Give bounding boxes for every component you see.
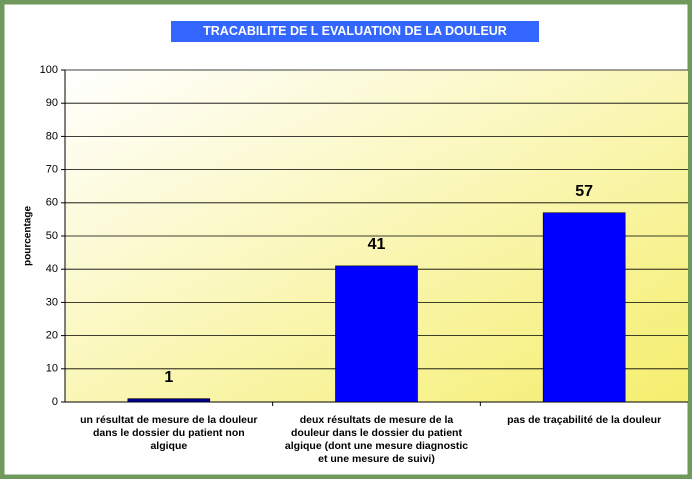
x-tick-label: deux résultats de mesure de la douleur d… bbox=[284, 414, 469, 465]
data-label: 1 bbox=[164, 369, 173, 386]
y-tick-label: 60 bbox=[46, 197, 58, 209]
x-tick-label: un résultat de mesure de la douleur dans… bbox=[80, 414, 258, 452]
y-tick-label: 90 bbox=[46, 97, 58, 109]
y-tick-label: 70 bbox=[46, 164, 58, 176]
data-label: 41 bbox=[368, 236, 386, 253]
data-label: 57 bbox=[575, 183, 593, 200]
bar bbox=[335, 265, 418, 403]
y-tick-label: 100 bbox=[40, 64, 58, 76]
y-tick-label: 30 bbox=[46, 296, 58, 308]
y-tick-label: 10 bbox=[46, 363, 58, 375]
y-axis-label: pourcentage bbox=[23, 206, 34, 266]
chart-title: TRACABILITE DE L EVALUATION DE LA DOULEU… bbox=[171, 21, 539, 42]
y-tick-label: 80 bbox=[46, 130, 58, 142]
bar bbox=[542, 212, 626, 403]
y-tick-label: 0 bbox=[52, 396, 58, 408]
bar bbox=[127, 398, 211, 403]
y-tick-label: 40 bbox=[46, 263, 58, 275]
y-tick-label: 50 bbox=[46, 230, 58, 242]
x-tick-label: pas de traçabilité de la douleur bbox=[507, 414, 662, 426]
y-tick-label: 20 bbox=[46, 330, 58, 342]
